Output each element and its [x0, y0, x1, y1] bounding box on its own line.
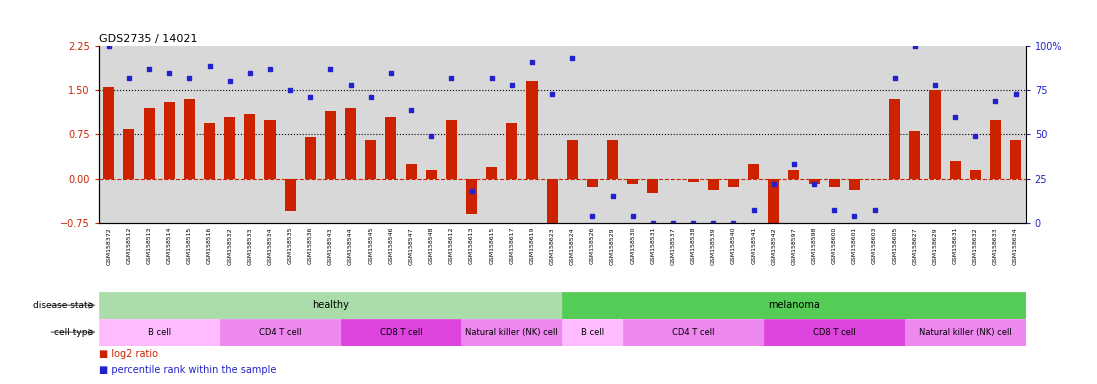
- Bar: [929, 90, 940, 179]
- Bar: [204, 122, 215, 179]
- Bar: [445, 120, 457, 179]
- Bar: [406, 164, 417, 179]
- Bar: [224, 117, 235, 179]
- Text: Natural killer (NK) cell: Natural killer (NK) cell: [465, 328, 558, 337]
- Text: CD4 T cell: CD4 T cell: [672, 328, 714, 337]
- Bar: [607, 140, 618, 179]
- Bar: [245, 114, 256, 179]
- Text: ■ percentile rank within the sample: ■ percentile rank within the sample: [99, 365, 276, 375]
- Bar: [99, 319, 219, 346]
- Text: CD8 T cell: CD8 T cell: [380, 328, 422, 337]
- Text: Natural killer (NK) cell: Natural killer (NK) cell: [919, 328, 1011, 337]
- Text: disease state: disease state: [33, 301, 93, 310]
- Bar: [365, 140, 376, 179]
- Bar: [808, 179, 819, 184]
- Text: CD8 T cell: CD8 T cell: [813, 328, 856, 337]
- Bar: [466, 179, 477, 214]
- Text: cell type: cell type: [54, 328, 93, 337]
- Bar: [124, 129, 135, 179]
- Bar: [486, 167, 497, 179]
- Bar: [546, 179, 557, 223]
- Text: CD4 T cell: CD4 T cell: [259, 328, 302, 337]
- Bar: [950, 161, 961, 179]
- Bar: [507, 122, 518, 179]
- Bar: [768, 179, 779, 232]
- Bar: [184, 99, 195, 179]
- Bar: [163, 102, 174, 179]
- Text: healthy: healthy: [312, 300, 349, 310]
- Bar: [462, 319, 563, 346]
- Bar: [708, 179, 719, 190]
- Bar: [385, 117, 396, 179]
- Text: ■ log2 ratio: ■ log2 ratio: [99, 349, 158, 359]
- Bar: [764, 319, 905, 346]
- Bar: [970, 170, 981, 179]
- Text: B cell: B cell: [148, 328, 171, 337]
- Bar: [99, 292, 563, 319]
- Bar: [305, 137, 316, 179]
- Bar: [905, 319, 1026, 346]
- Bar: [219, 319, 340, 346]
- Bar: [623, 319, 764, 346]
- Bar: [346, 108, 357, 179]
- Bar: [728, 179, 739, 187]
- Bar: [909, 131, 920, 179]
- Bar: [264, 120, 275, 179]
- Bar: [828, 179, 840, 187]
- Bar: [789, 170, 800, 179]
- Bar: [627, 179, 638, 184]
- Bar: [284, 179, 296, 211]
- Bar: [1010, 140, 1021, 179]
- Bar: [325, 111, 336, 179]
- Bar: [103, 87, 114, 179]
- Bar: [340, 319, 462, 346]
- Bar: [426, 170, 437, 179]
- Bar: [587, 179, 598, 187]
- Text: GDS2735 / 14021: GDS2735 / 14021: [99, 34, 197, 44]
- Bar: [748, 164, 759, 179]
- Bar: [563, 292, 1026, 319]
- Text: melanoma: melanoma: [768, 300, 819, 310]
- Bar: [567, 140, 578, 179]
- Bar: [144, 108, 155, 179]
- Bar: [688, 179, 699, 182]
- Bar: [527, 81, 538, 179]
- Bar: [849, 179, 860, 190]
- Bar: [563, 319, 623, 346]
- Bar: [647, 179, 658, 193]
- Text: B cell: B cell: [581, 328, 604, 337]
- Bar: [890, 99, 901, 179]
- Bar: [989, 120, 1000, 179]
